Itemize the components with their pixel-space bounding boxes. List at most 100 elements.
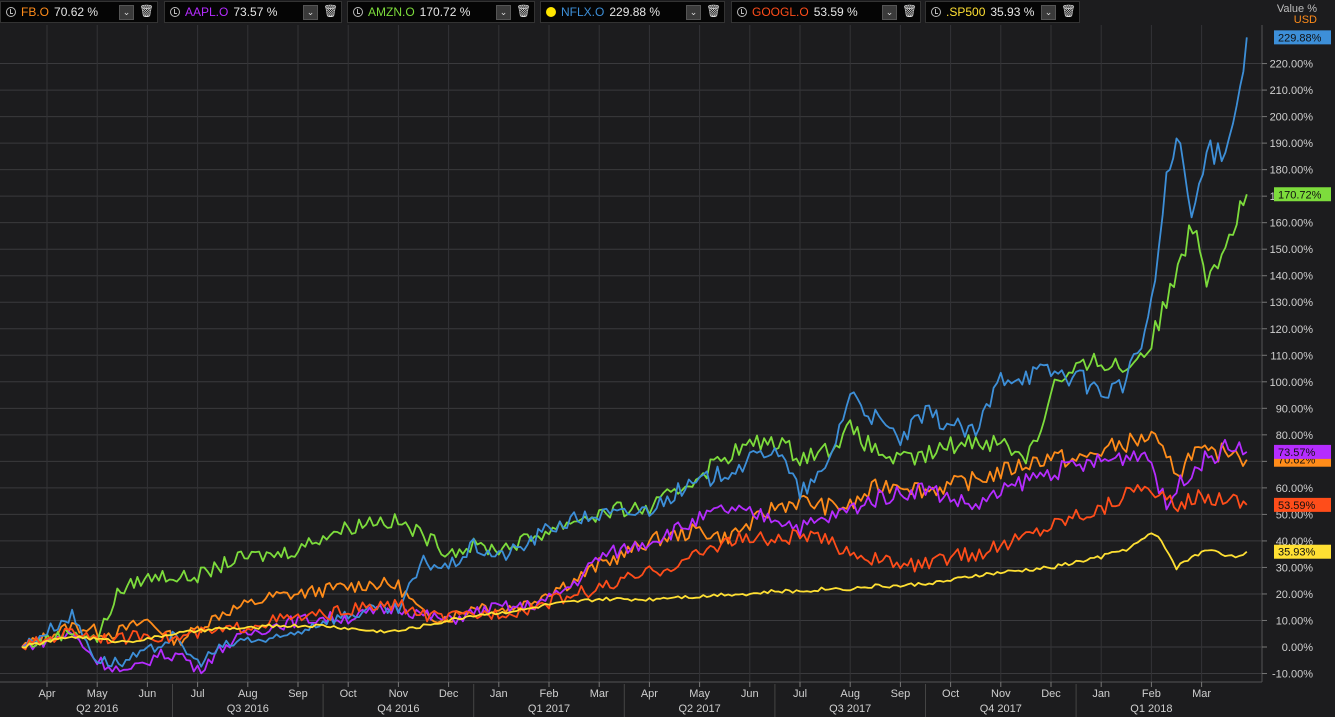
series-line-nflxo [21,37,1248,668]
last-value-badge: 73.57% [1274,444,1331,459]
series-tab-aaplo[interactable]: AAPL.O 73.57 % ⌄ 🗑 [164,1,342,23]
last-value-badges: 70.62%73.57%170.72%229.88%53.59%35.93% [1274,30,1331,559]
series-value: 70.62 % [54,5,99,19]
trash-icon[interactable]: 🗑 [706,4,722,18]
series-value: 35.93 % [990,5,1035,19]
axis-title: Value % [1276,3,1317,15]
badge-background [1274,497,1331,512]
y-tick-label: 220.00% [1270,59,1314,71]
badge-background [1274,444,1331,459]
x-month-label: Jun [139,688,157,700]
x-axis: Apr May Jun Jul Aug Sep Oct Nov Dec Jan Feb Mar Apr M… [0,681,1262,717]
y-tick-label: 20.00% [1276,589,1314,601]
y-tick-label: 80.00% [1276,430,1314,442]
x-quarter-label: Q4 2017 [980,703,1022,715]
series-value: 53.59 % [813,5,858,19]
x-month-label: Sep [288,688,308,700]
y-axis: -10.00%0.00%10.00%20.00%30.00%40.00%50.0… [1261,25,1314,682]
series-line-fbo [21,430,1248,648]
series-value: 73.57 % [233,5,278,19]
x-month-label: Nov [991,688,1011,700]
dropdown-icon[interactable]: ⌄ [303,5,318,20]
last-value-badge: 229.88% [1274,30,1331,45]
series-symbol: AAPL.O [185,5,229,19]
series-symbol: GOOGL.O [752,5,809,19]
last-value-badge: 35.93% [1274,544,1331,559]
dropdown-icon[interactable]: ⌄ [119,5,134,20]
chart-grid [0,25,1262,682]
x-month-label: Oct [340,688,357,700]
trash-icon[interactable]: 🗑 [323,4,339,18]
series-value: 229.88 % [609,5,661,19]
last-value-badge: 170.72% [1274,187,1331,202]
y-tick-label: 10.00% [1276,615,1314,627]
y-tick-label: 160.00% [1270,218,1314,230]
x-month-label: Nov [389,688,409,700]
y-tick-label: 90.00% [1276,403,1314,415]
x-month-label: Apr [38,688,55,700]
y-tick-label: 120.00% [1270,324,1314,336]
badge-background [1274,544,1331,559]
trash-icon[interactable]: 🗑 [902,4,918,18]
x-month-label: Jun [741,688,759,700]
trash-icon[interactable]: 🗑 [516,4,532,18]
x-month-label: May [689,688,710,700]
x-quarter-label: Q1 2018 [1130,703,1172,715]
badge-label: 229.88% [1278,32,1322,44]
series-tab-fbo[interactable]: FB.O 70.62 % ⌄ 🗑 [0,1,158,23]
clock-icon [353,7,363,17]
x-quarter-label: Q3 2017 [829,703,871,715]
series-tab-nflxo[interactable]: NFLX.O 229.88 % ⌄ 🗑 [540,1,725,23]
axis-unit: USD [1293,14,1317,26]
series-symbol: AMZN.O [368,5,415,19]
series-line-sp500 [21,532,1248,649]
badge-background [1274,30,1331,45]
y-tick-label: 60.00% [1276,483,1314,495]
y-tick-label: 0.00% [1282,642,1313,654]
series-line-aaplo [21,438,1248,675]
x-month-label: Oct [942,688,959,700]
x-month-label: Mar [590,688,609,700]
trash-icon[interactable]: 🗑 [1061,4,1077,18]
x-quarter-label: Q2 2016 [76,703,118,715]
series-tab-amzno[interactable]: AMZN.O 170.72 % ⌄ 🗑 [347,1,535,23]
x-quarter-label: Q3 2016 [227,703,269,715]
x-month-label: Dec [1041,688,1061,700]
series-toolbar: FB.O 70.62 % ⌄ 🗑 AAPL.O 73.57 % ⌄ 🗑 AMZN.O 170.72… [0,0,1335,24]
series-line-amzno [21,194,1248,648]
x-month-label: May [87,688,108,700]
dropdown-icon[interactable]: ⌄ [496,5,511,20]
x-quarter-label: Q2 2017 [678,703,720,715]
y-tick-label: -10.00% [1272,669,1313,681]
dropdown-icon[interactable]: ⌄ [686,5,701,20]
dropdown-icon[interactable]: ⌄ [1041,5,1056,20]
chart-series [21,37,1248,675]
y-tick-label: 200.00% [1270,112,1314,124]
x-quarter-label: Q4 2016 [377,703,419,715]
x-month-label: Dec [439,688,459,700]
dropdown-icon[interactable]: ⌄ [882,5,897,20]
series-tab-googlo[interactable]: GOOGL.O 53.59 % ⌄ 🗑 [731,1,921,23]
y-tick-label: 140.00% [1270,271,1314,283]
last-value-badge: 53.59% [1274,497,1331,512]
clock-icon [170,7,180,17]
clock-icon [6,7,16,17]
x-month-label: Feb [540,688,559,700]
series-symbol: NFLX.O [561,5,605,19]
badge-label: 170.72% [1278,189,1322,201]
yellow-dot-icon [546,7,556,17]
series-line-googlo [21,484,1248,651]
clock-icon [737,7,747,17]
y-tick-label: 50.00% [1276,509,1314,521]
trash-icon[interactable]: 🗑 [139,4,155,18]
series-symbol: .SP500 [946,5,986,19]
clock-icon [931,7,941,17]
x-month-label: Feb [1142,688,1161,700]
y-tick-label: 110.00% [1270,350,1313,362]
x-month-label: Aug [840,688,860,700]
badge-label: 73.57% [1278,447,1316,459]
x-month-label: Apr [641,688,658,700]
series-tab-sp500[interactable]: .SP500 35.93 % ⌄ 🗑 [925,1,1080,23]
y-tick-label: 30.00% [1276,562,1314,574]
